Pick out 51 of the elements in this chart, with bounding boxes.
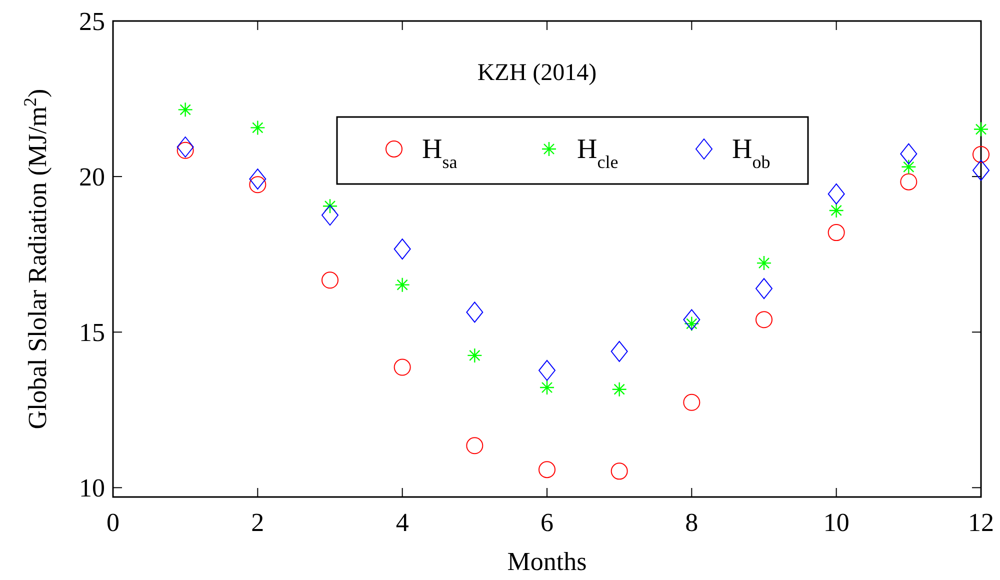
point xyxy=(250,120,266,136)
x-tick-label: 12 xyxy=(968,508,994,537)
point xyxy=(538,360,556,381)
x-tick-label: 2 xyxy=(251,508,264,537)
point xyxy=(322,272,338,289)
point xyxy=(612,382,627,397)
y-tick-label: 20 xyxy=(79,162,105,192)
point xyxy=(683,394,700,411)
point xyxy=(538,461,556,478)
point xyxy=(683,309,700,330)
point xyxy=(610,340,628,362)
x-tick-label: 0 xyxy=(106,508,120,537)
point xyxy=(828,224,845,242)
text: KZH (2014) xyxy=(477,60,597,86)
x-tick-label: 10 xyxy=(823,508,850,537)
point xyxy=(322,198,338,214)
point xyxy=(610,462,628,480)
point xyxy=(756,311,772,328)
point xyxy=(466,302,484,323)
y-tick-label: 15 xyxy=(79,318,105,348)
point xyxy=(176,142,194,159)
point xyxy=(828,183,845,204)
point xyxy=(972,146,990,163)
point xyxy=(900,173,918,190)
point xyxy=(394,358,411,376)
point xyxy=(828,202,844,218)
legend-label: H$_{sa}$ xyxy=(422,134,458,172)
point xyxy=(394,277,410,292)
y-tick-label: 25 xyxy=(79,7,105,36)
y-tick-label: 10 xyxy=(79,474,105,503)
x-tick-label: 4 xyxy=(396,508,409,537)
point xyxy=(394,238,411,260)
point xyxy=(249,176,266,194)
x-axis-title: Months xyxy=(507,547,587,576)
point xyxy=(539,380,555,396)
point xyxy=(466,437,484,454)
point xyxy=(901,159,916,175)
point xyxy=(249,168,266,190)
point xyxy=(467,348,482,364)
point xyxy=(973,122,989,137)
point xyxy=(756,255,772,271)
point xyxy=(900,143,918,164)
point xyxy=(756,278,772,300)
legend-label: H$_{ob}$ xyxy=(732,134,770,172)
point xyxy=(972,160,990,181)
point xyxy=(176,136,194,158)
x-tick-label: 6 xyxy=(540,508,554,537)
x-tick-label: 8 xyxy=(685,508,698,537)
point xyxy=(178,102,193,118)
point xyxy=(322,204,338,226)
legend-label: H$_{cle}$ xyxy=(577,134,618,172)
